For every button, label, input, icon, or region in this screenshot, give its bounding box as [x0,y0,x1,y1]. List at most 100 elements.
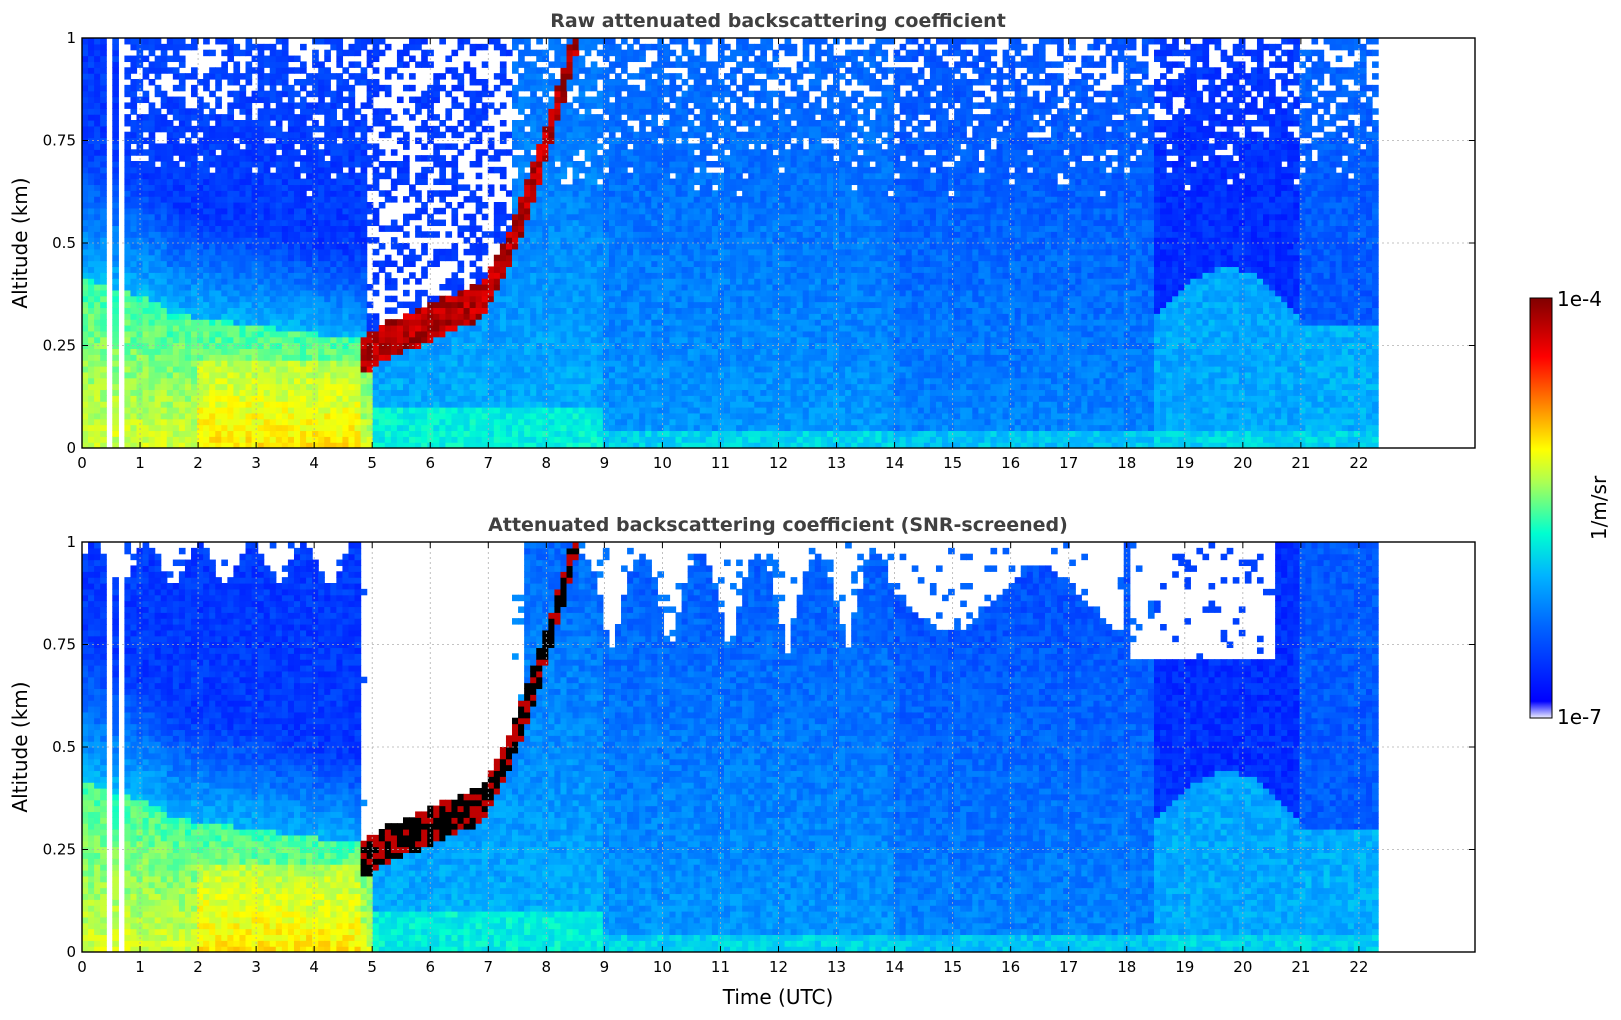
top-heat-cell [172,348,180,355]
top-heat-cell [100,96,107,104]
top-heat-cell [348,143,356,150]
top-heat-cell [554,43,562,51]
top-heat-cell [130,207,138,215]
top-heat-cell [269,412,277,420]
top-heat-cell [536,330,543,338]
top-heat-cell [584,213,592,221]
top-heat-cell [275,143,283,150]
top-heat-cell [421,155,428,162]
top-heat-cell [318,207,325,215]
top-heat-cell [160,213,168,221]
top-heat-cell [203,120,210,127]
top-heat-cell [275,371,283,379]
top-heat-cell [542,67,549,74]
top-heat-cell [172,330,180,338]
top-heat-cell [197,289,204,297]
top-heat-cell [396,172,404,180]
top-heat-cell [469,213,477,221]
top-heat-cell [560,108,568,115]
top-heat-cell [360,313,368,320]
top-heat-cell [281,38,289,45]
top-heat-cell [584,190,592,197]
top-heat-cell [384,295,392,303]
top-heat-cell [403,254,410,262]
top-heat-cell [88,96,95,104]
top-heat-cell [554,172,562,180]
top-heat-cell [463,395,471,402]
top-heat-cell [445,178,453,186]
top-heat-cell [160,155,168,162]
top-heat-cell [360,307,368,314]
top-heat-cell [88,125,95,133]
top-heat-cell [445,313,453,320]
top-heat-cell [166,371,174,379]
top-heat-cell [112,243,119,250]
top-heat-cell [148,436,156,443]
top-heat-cell [403,418,410,426]
top-heat-cell [372,383,380,391]
top-heat-cell [336,155,344,162]
top-heat-cell [396,166,404,174]
top-heat-cell [584,395,592,402]
top-heat-cell [415,254,422,262]
top-heat-cell [409,354,416,361]
top-heat-cell [154,38,162,45]
top-heat-cell [451,184,459,191]
top-heat-cell [578,125,586,133]
top-heat-cell [475,295,483,303]
top-heat-cell [215,143,222,150]
top-heat-cell [596,424,604,432]
top-heat-cell [445,436,453,443]
top-heat-cell [312,307,319,314]
top-heat-cell [372,325,380,332]
top-heat-cell [130,248,138,256]
top-heat-cell [578,166,586,174]
top-heat-cell [578,79,586,86]
top-heat-cell [566,43,574,51]
top-heat-cell [166,260,174,268]
top-heat-cell [396,248,404,256]
top-heat-cell [378,161,386,168]
top-heat-cell [142,313,150,320]
top-heat-cell [160,366,168,373]
top-heat-cell [312,442,319,448]
top-heat-cell [215,395,222,402]
top-heat-cell [130,307,138,314]
top-heat-cell [530,213,537,221]
top-heat-cell [505,266,513,273]
top-heat-cell [269,225,277,232]
top-heat-cell [191,330,198,338]
top-heat-cell [463,184,471,191]
top-heat-cell [578,383,586,391]
top-heat-cell [578,377,586,385]
top-heat-cell [590,395,598,402]
top-heat-cell [148,383,156,391]
top-heat-cell [142,172,150,180]
top-heat-cell [566,137,574,145]
top-heat-cell [348,371,356,379]
top-heat-cell [209,178,216,186]
top-heat-cell [209,202,216,209]
top-heat-cell [524,360,531,367]
top-heat-cell [602,172,610,180]
top-heat-cell [184,366,192,373]
top-heat-cell [191,161,198,168]
top-heat-cell [542,266,549,273]
top-heat-cell [300,231,307,238]
top-heat-cell [451,377,459,385]
top-heat-cell [227,55,235,63]
top-heat-cell [172,125,180,133]
top-heat-cell [396,301,404,309]
top-heat-cell [596,213,604,221]
top-heat-cell [148,248,156,256]
top-heat-cell [572,377,580,385]
top-heat-cell [330,284,337,291]
top-heat-cell [451,278,459,285]
top-heat-cell [324,336,331,344]
top-heat-cell [372,43,380,51]
top-heat-cell [318,196,325,203]
top-heat-cell [184,424,192,432]
top-heat-cell [475,383,483,391]
top-heat-cell [548,348,556,355]
top-heat-cell [584,108,592,115]
